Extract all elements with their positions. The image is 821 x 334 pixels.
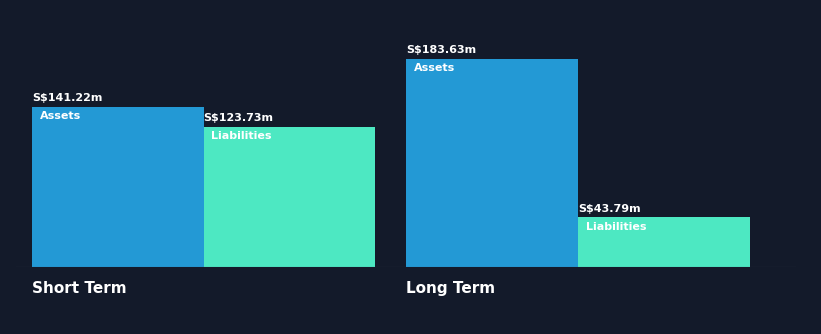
Text: Long Term: Long Term	[406, 281, 496, 296]
Text: S$141.22m: S$141.22m	[32, 94, 103, 104]
Bar	[32, 107, 204, 267]
Text: Assets: Assets	[40, 111, 81, 121]
Text: S$183.63m: S$183.63m	[406, 45, 476, 55]
Text: S$43.79m: S$43.79m	[578, 204, 640, 214]
Bar	[204, 127, 375, 267]
Bar	[578, 217, 750, 267]
Text: Short Term: Short Term	[32, 281, 126, 296]
Text: S$123.73m: S$123.73m	[204, 113, 273, 123]
Text: Assets: Assets	[415, 63, 456, 73]
Text: Liabilities: Liabilities	[212, 131, 272, 141]
Bar	[406, 59, 578, 267]
Text: Liabilities: Liabilities	[586, 222, 646, 232]
